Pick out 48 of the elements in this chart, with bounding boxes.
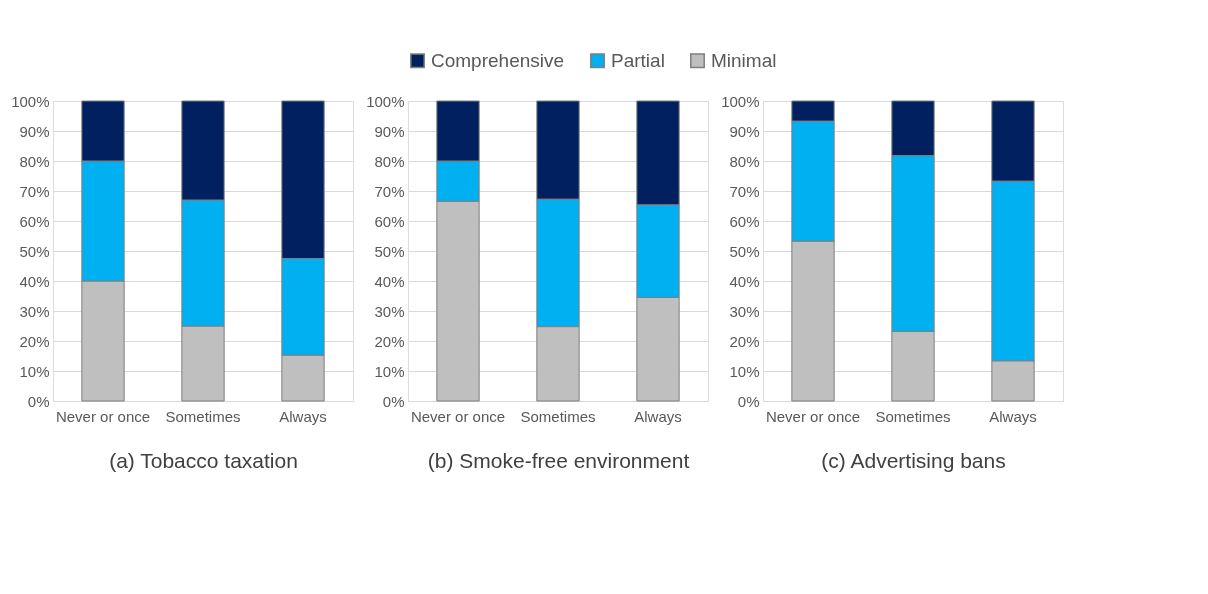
x-tick-label: Never or once [765,407,861,425]
y-tick-label: 50% [19,242,50,260]
x-tick-label: Sometimes [875,407,951,425]
legend-label: Minimal [711,49,777,71]
y-tick-label: 70% [729,182,760,200]
x-tick-label: Always [279,407,327,425]
y-tick-label: 40% [374,272,405,290]
y-tick-label: 30% [374,302,405,320]
y-tick-label: 80% [729,152,760,170]
x-tick-label: Always [634,407,682,425]
x-tick-label: Sometimes [520,407,596,425]
y-tick-label: 20% [374,332,405,350]
y-tick-label: 50% [729,242,760,260]
y-tick-label: 90% [19,122,50,140]
y-tick-label: 40% [729,272,760,290]
x-tick-label: Always [989,407,1037,425]
x-tick-label: Never or once [410,407,506,425]
y-tick-label: 20% [19,332,50,350]
y-tick-label: 40% [19,272,50,290]
y-tick-label: 10% [729,362,760,380]
y-tick-label: 0% [27,392,50,410]
y-tick-label: 60% [374,212,405,230]
y-tick-label: 0% [382,392,405,410]
y-tick-label: 70% [19,182,50,200]
y-tick-label: 80% [374,152,405,170]
y-tick-label: 10% [374,362,405,380]
y-tick-label: 100% [721,92,760,110]
y-tick-label: 0% [737,392,760,410]
y-tick-label: 100% [366,92,405,110]
x-tick-label: Sometimes [165,407,241,425]
y-tick-label: 60% [19,212,50,230]
legend-label: Partial [611,49,665,71]
y-tick-label: 70% [374,182,405,200]
y-tick-label: 80% [19,152,50,170]
y-tick-label: 50% [374,242,405,260]
x-tick-label: Never or once [55,407,151,425]
y-tick-label: 10% [19,362,50,380]
x-axis-title: (a) Tobacco taxation [109,448,298,472]
y-tick-label: 30% [729,302,760,320]
y-tick-label: 20% [729,332,760,350]
y-tick-label: 60% [729,212,760,230]
x-axis-title: (b) Smoke-free environment [427,448,690,472]
x-axis-title: (c) Advertising bans [821,448,1006,472]
y-tick-label: 90% [729,122,760,140]
legend-label: Comprehensive [431,49,565,71]
y-tick-label: 90% [374,122,405,140]
y-tick-label: 30% [19,302,50,320]
y-tick-label: 100% [11,92,50,110]
